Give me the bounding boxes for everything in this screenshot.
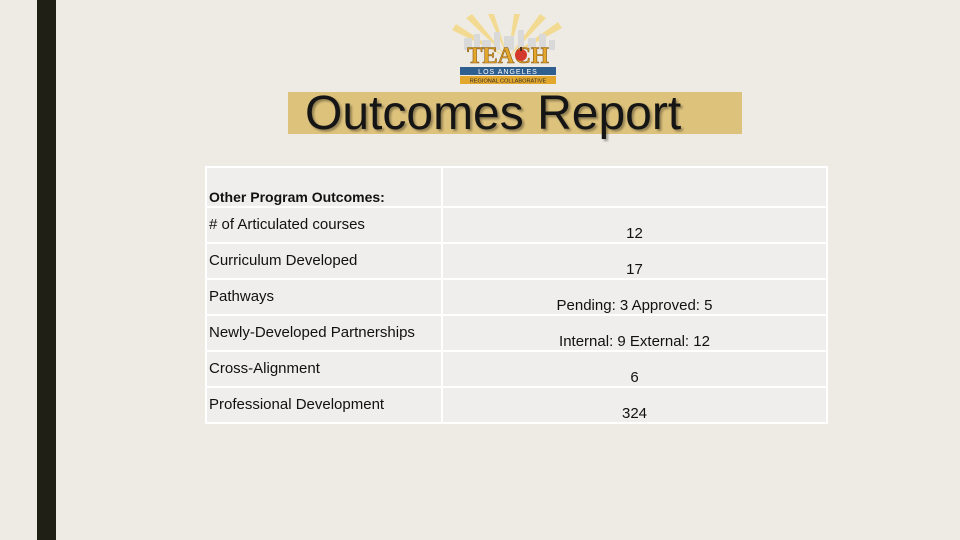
- row-value: 17: [626, 261, 643, 278]
- row-value: 324: [621, 405, 648, 422]
- table-row: Professional Development 324: [205, 386, 828, 424]
- table-row: # of Articulated courses 12: [205, 206, 828, 244]
- table-header-row: Other Program Outcomes:: [205, 166, 828, 208]
- teach-logo-graphic: TEACH LOS ANGELES REGIONAL COLLABORATIVE: [452, 14, 562, 85]
- logo-subtitle-la: LOS ANGELES: [478, 69, 538, 76]
- teach-logo: TEACH LOS ANGELES REGIONAL COLLABORATIVE: [444, 14, 572, 88]
- table-header-value-cell: [441, 166, 828, 208]
- row-value-cell: 324: [441, 386, 828, 424]
- row-label-cell: Professional Development: [205, 386, 443, 424]
- table-row: Curriculum Developed 17: [205, 242, 828, 280]
- table-row: Cross-Alignment 6: [205, 350, 828, 388]
- outcomes-table: Other Program Outcomes: # of Articulated…: [205, 166, 828, 424]
- row-value-cell: 17: [441, 242, 828, 280]
- table-row: Newly-Developed Partnerships Internal: 9…: [205, 314, 828, 352]
- row-label: # of Articulated courses: [209, 216, 365, 233]
- row-value-cell: Internal: 9 External: 12: [441, 314, 828, 352]
- logo-word: TEACH: [467, 43, 549, 68]
- row-value: 6: [630, 369, 639, 386]
- apple-icon: [515, 49, 527, 61]
- row-value: Pending: 3 Approved: 5: [556, 297, 713, 314]
- page-title: Outcomes Report: [305, 87, 682, 140]
- table-header-label: Other Program Outcomes:: [209, 189, 385, 205]
- row-label: Pathways: [209, 288, 275, 305]
- table-header-label-cell: Other Program Outcomes:: [205, 166, 443, 208]
- row-label: Curriculum Developed: [209, 252, 358, 269]
- row-label-cell: Curriculum Developed: [205, 242, 443, 280]
- row-value-cell: 12: [441, 206, 828, 244]
- title-highlight: [288, 92, 742, 134]
- row-label-cell: Pathways: [205, 278, 443, 316]
- row-label: Cross-Alignment: [209, 360, 320, 377]
- row-value-cell: 6: [441, 350, 828, 388]
- row-value: Internal: 9 External: 12: [559, 333, 710, 350]
- left-accent-bar: [37, 0, 56, 540]
- row-label-cell: Newly-Developed Partnerships: [205, 314, 443, 352]
- table-row: Pathways Pending: 3 Approved: 5: [205, 278, 828, 316]
- row-label: Professional Development: [209, 396, 385, 413]
- row-label-cell: # of Articulated courses: [205, 206, 443, 244]
- row-label: Newly-Developed Partnerships: [209, 324, 415, 341]
- row-label-cell: Cross-Alignment: [205, 350, 443, 388]
- row-value-cell: Pending: 3 Approved: 5: [441, 278, 828, 316]
- row-value: 12: [626, 225, 643, 242]
- logo-subtitle-collab: REGIONAL COLLABORATIVE: [470, 79, 547, 85]
